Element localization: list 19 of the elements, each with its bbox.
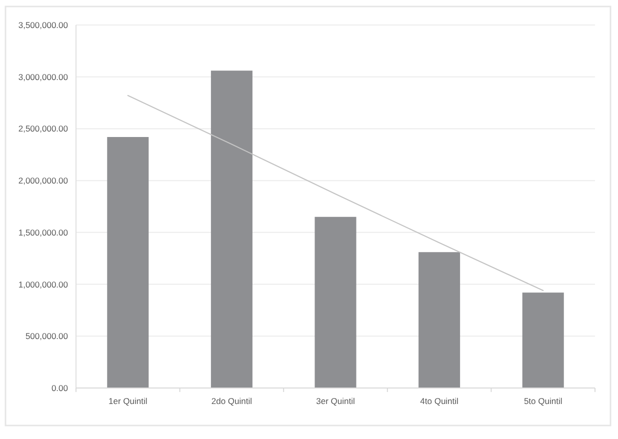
bar — [314, 216, 356, 388]
x-tick-label: 3er Quintil — [316, 396, 355, 406]
y-tick-label: 0.00 — [51, 382, 68, 393]
bar — [210, 70, 252, 388]
y-tick-label: 3,500,000.00 — [18, 20, 68, 30]
bar — [107, 137, 149, 388]
y-tick-label: 500,000.00 — [25, 331, 68, 342]
x-tick-label: 1er Quintil — [108, 396, 148, 406]
x-tick-label: 2do Quintil — [211, 396, 252, 406]
bar — [418, 252, 460, 388]
line-series — [127, 94, 544, 292]
y-tick-label: 1,500,000.00 — [18, 227, 68, 238]
x-tick-label: 5to Quintil — [524, 396, 562, 406]
y-tick-label: 2,500,000.00 — [18, 124, 68, 134]
y-tick-label: 1,000,000.00 — [18, 279, 68, 290]
x-tick-label: 4to Quintil — [420, 396, 459, 406]
bar — [522, 292, 564, 388]
y-tick-label: 3,000,000.00 — [18, 72, 68, 82]
y-tick-label: 2,000,000.00 — [18, 176, 68, 186]
